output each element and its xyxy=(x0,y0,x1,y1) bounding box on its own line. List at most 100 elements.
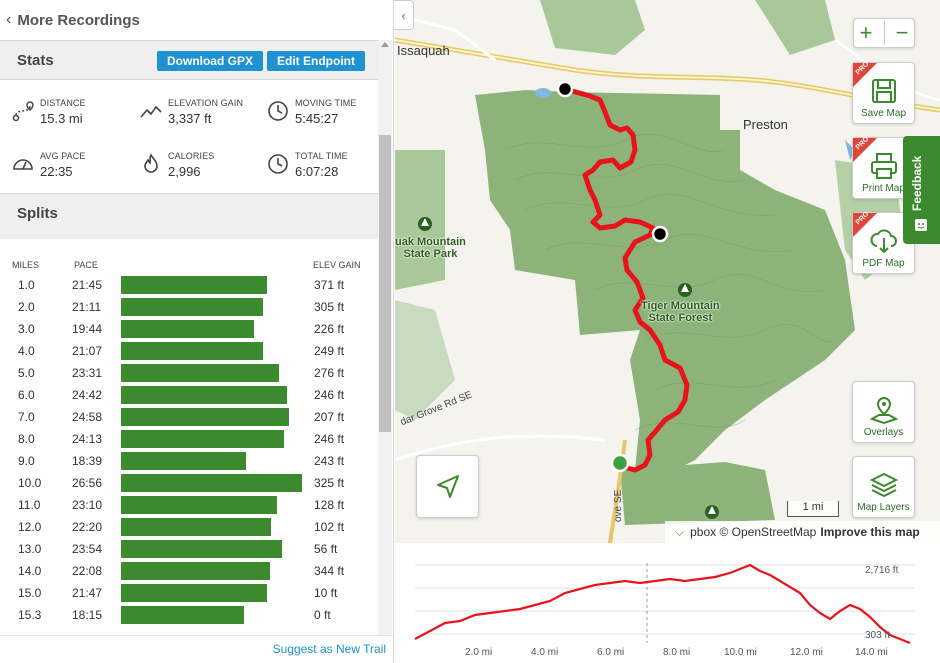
split-row: 6.0 24:42 246 ft xyxy=(0,384,378,406)
stat-distance: DISTANCE 15.3 mi xyxy=(10,98,86,126)
scrollbar-thumb[interactable] xyxy=(379,135,391,432)
stat-value: 5:45:27 xyxy=(295,111,339,126)
elev-x-label: 14.0 mi xyxy=(855,647,888,658)
split-elev-gain: 226 ft xyxy=(314,322,345,336)
split-row: 10.0 26:56 325 ft xyxy=(0,472,378,494)
split-elev-gain: 56 ft xyxy=(314,542,338,556)
stat-value: 15.3 mi xyxy=(40,111,83,126)
split-mile: 11.0 xyxy=(18,498,41,512)
park-2-line-1: Tiger Mountain xyxy=(641,300,720,312)
suggest-new-trail-link[interactable]: Suggest as New Trail xyxy=(272,642,386,656)
pdf-map-label: PDF Map xyxy=(862,258,905,269)
split-pace-bar xyxy=(121,562,270,580)
split-pace-bar xyxy=(121,474,302,492)
split-pace-bar xyxy=(121,584,267,602)
chevron-left-icon: ‹ xyxy=(401,7,406,23)
split-row: 14.0 22:08 344 ft xyxy=(0,560,378,582)
split-elev-gain: 128 ft xyxy=(314,498,345,512)
split-pace-bar xyxy=(121,276,267,294)
elev-x-label: 4.0 mi xyxy=(531,647,559,658)
speedometer-icon xyxy=(10,151,36,177)
pro-badge xyxy=(853,138,877,162)
split-pace: 26:56 xyxy=(72,476,103,490)
zoom-in-button[interactable]: + xyxy=(859,20,873,45)
splits-title: Splits xyxy=(17,205,58,222)
chevron-down-icon[interactable]: ⌵ xyxy=(675,524,685,539)
split-pace: 23:10 xyxy=(72,498,103,512)
map-label-road-2: ove SE xyxy=(613,489,624,522)
map-label-issaquah: Issaquah xyxy=(397,43,450,58)
overlays-pin-icon xyxy=(869,396,898,425)
feedback-tab[interactable]: Feedback xyxy=(903,136,940,244)
split-pace: 18:15 xyxy=(72,608,103,622)
split-row: 12.0 22:20 102 ft xyxy=(0,516,378,538)
split-mile: 13.0 xyxy=(18,542,42,556)
stat-avg-pace: AVG PACE 22:35 xyxy=(10,151,85,179)
overlays-label: Overlays xyxy=(863,427,904,438)
split-pace: 21:47 xyxy=(72,586,103,600)
zoom-divider xyxy=(883,21,885,45)
map-view[interactable]: Issaquah Preston uak Mountain State Park… xyxy=(395,0,940,543)
elevation-chart xyxy=(414,563,915,645)
floppy-disk-icon xyxy=(871,79,896,103)
split-pace: 23:31 xyxy=(72,366,103,380)
split-row: 1.0 21:45 371 ft xyxy=(0,274,378,296)
map-label-park-1: uak Mountain State Park xyxy=(395,236,466,260)
improve-map-link[interactable]: Improve this map xyxy=(820,525,920,539)
split-elev-gain: 371 ft xyxy=(314,278,345,292)
suggest-footer: Suggest as New Trail xyxy=(0,635,393,663)
attribution-text[interactable]: pbox © OpenStreetMap xyxy=(690,525,817,539)
stat-calories: CALORIES 2,996 xyxy=(138,151,214,179)
split-pace-bar xyxy=(121,430,284,448)
clock-icon xyxy=(265,151,291,177)
split-pace-bar xyxy=(121,408,289,426)
split-pace: 19:44 xyxy=(72,322,103,336)
save-map-button[interactable]: PRO Save Map xyxy=(852,61,915,124)
col-pace-header: PACE xyxy=(74,260,98,270)
download-gpx-button[interactable]: Download GPX xyxy=(157,51,263,71)
save-map-label: Save Map xyxy=(860,108,907,119)
locate-me-button[interactable] xyxy=(416,455,479,518)
stat-moving-time: MOVING TIME 5:45:27 xyxy=(265,98,356,126)
stat-label: MOVING TIME xyxy=(295,98,357,108)
split-mile: 15.3 xyxy=(18,608,42,622)
split-elev-gain: 249 ft xyxy=(314,344,345,358)
split-pace: 21:07 xyxy=(72,344,103,358)
stat-elevation-gain: ELEVATION GAIN 3,337 ft xyxy=(138,98,243,126)
split-mile: 8.0 xyxy=(18,432,35,446)
overlays-button[interactable]: Overlays xyxy=(852,381,915,443)
stat-value: 3,337 ft xyxy=(168,111,212,126)
flame-icon xyxy=(138,151,164,177)
splits-header: Splits xyxy=(0,193,378,239)
collapse-panel-button[interactable]: ‹ xyxy=(394,0,414,30)
split-row: 11.0 23:10 128 ft xyxy=(0,494,378,516)
back-link[interactable]: ‹ More Recordings xyxy=(0,0,393,40)
split-mile: 6.0 xyxy=(18,388,35,402)
map-label-preston: Preston xyxy=(743,117,788,132)
split-row: 7.0 24:58 207 ft xyxy=(0,406,378,428)
split-mile: 3.0 xyxy=(18,322,35,336)
recording-panel: ‹ More Recordings Stats Download GPX Edi… xyxy=(0,0,394,663)
split-row: 4.0 21:07 249 ft xyxy=(0,340,378,362)
split-elev-gain: 102 ft xyxy=(314,520,345,534)
park-1-line-2: State Park xyxy=(403,248,458,260)
zoom-out-button[interactable]: − xyxy=(895,20,909,45)
split-row: 15.0 21:47 10 ft xyxy=(0,582,378,604)
split-pace-bar xyxy=(121,496,277,514)
elev-x-label: 10.0 mi xyxy=(724,647,757,658)
edit-endpoint-button[interactable]: Edit Endpoint xyxy=(267,51,365,71)
split-pace-bar xyxy=(121,298,263,316)
split-pace-bar xyxy=(121,452,246,470)
elevation-profile[interactable]: 2,716 ft 303 ft 2.0 mi 4.0 mi 6.0 mi 8.0… xyxy=(395,543,940,663)
split-mile: 12.0 xyxy=(18,520,42,534)
stat-value: 22:35 xyxy=(40,164,73,179)
split-elev-gain: 325 ft xyxy=(314,476,345,490)
stat-label: ELEVATION GAIN xyxy=(168,98,244,108)
map-layers-button[interactable]: Map Layers xyxy=(852,456,915,518)
split-pace-bar xyxy=(121,364,279,382)
split-row: 9.0 18:39 243 ft xyxy=(0,450,378,472)
navigation-arrow-icon xyxy=(436,474,459,498)
scroll-up-arrow[interactable] xyxy=(381,42,389,47)
zoom-control: + − xyxy=(853,18,915,48)
col-miles-header: MILES xyxy=(12,260,40,270)
